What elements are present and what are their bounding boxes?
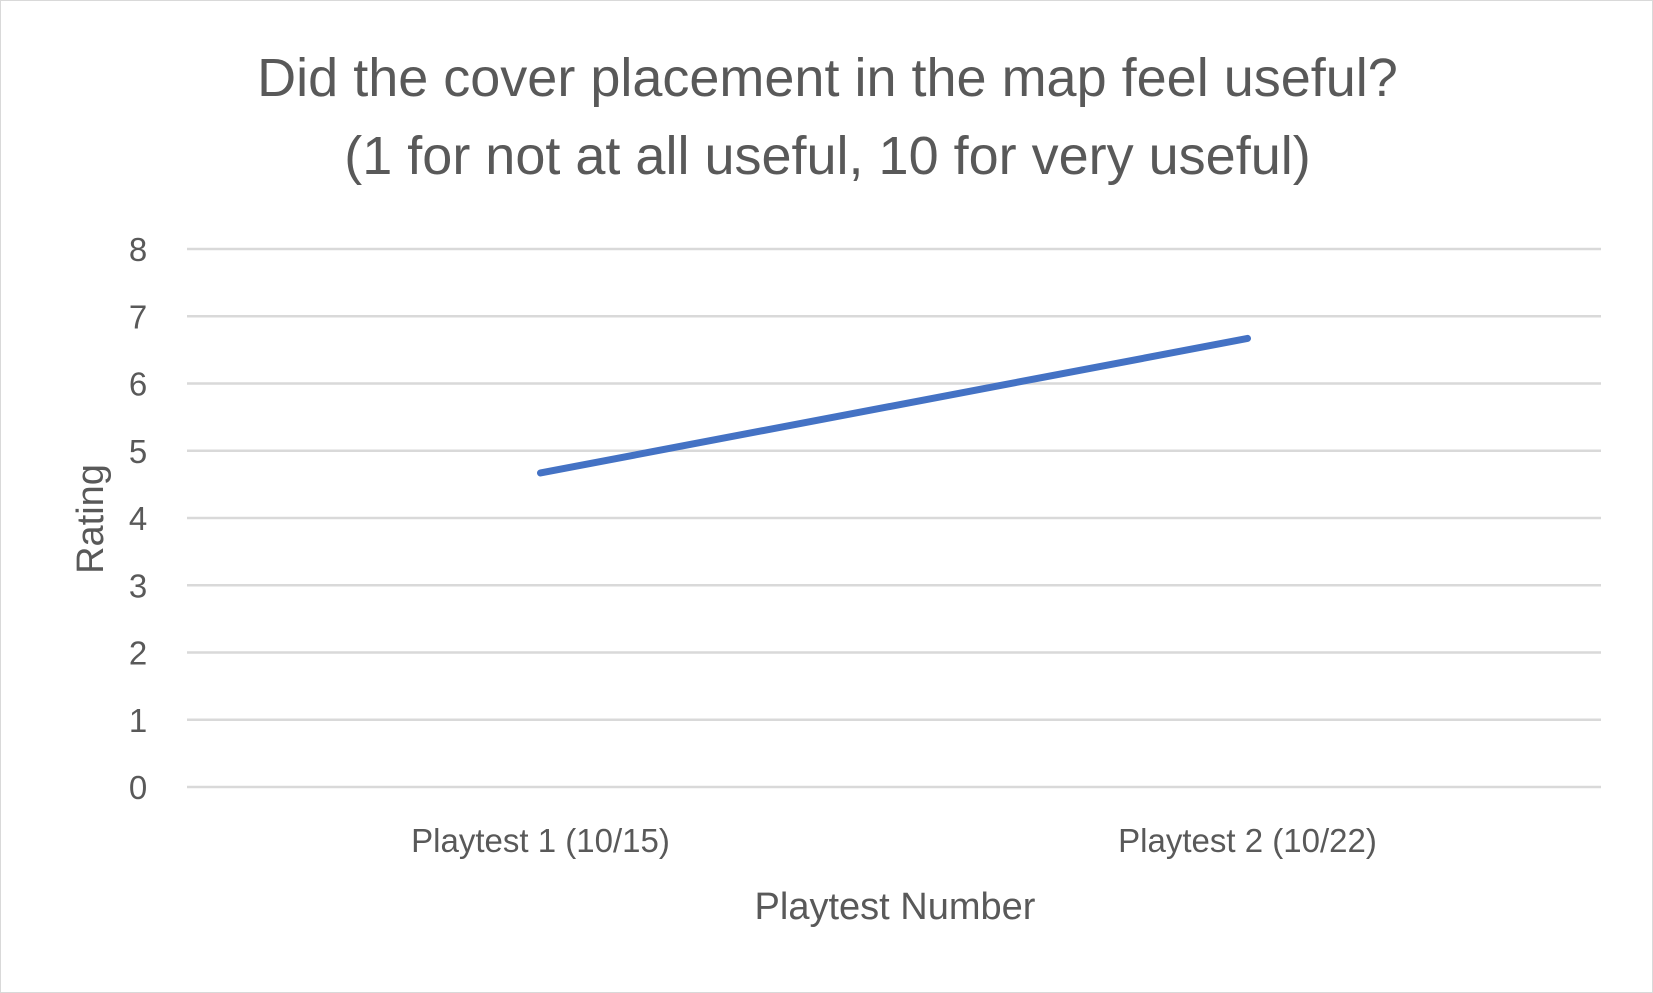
y-tick-label: 1: [129, 702, 147, 739]
y-tick-label: 4: [129, 500, 147, 537]
x-tick-label: Playtest 2 (10/22): [1118, 822, 1377, 859]
gridlines: [187, 247, 1601, 789]
y-tick-label: 0: [129, 769, 147, 806]
x-axis-title: Playtest Number: [755, 886, 1036, 928]
y-axis-tick-labels: 0 1 2 3 4 5 6 7 8: [129, 231, 147, 806]
y-axis-title: Rating: [70, 464, 112, 574]
y-tick-label: 3: [129, 567, 147, 604]
chart-title-block: Did the cover placement in the map feel …: [1, 39, 1653, 195]
series-lines: [537, 334, 1251, 477]
x-tick-label: Playtest 1 (10/15): [411, 822, 670, 859]
x-axis-tick-labels: Playtest 1 (10/15) Playtest 2 (10/22): [411, 822, 1377, 859]
y-tick-label: 5: [129, 433, 147, 470]
chart-subtitle: (1 for not at all useful, 10 for very us…: [344, 126, 1311, 186]
y-tick-label: 8: [129, 231, 147, 268]
y-tick-label: 6: [129, 366, 147, 403]
y-tick-label: 7: [129, 298, 147, 335]
chart-title: Did the cover placement in the map feel …: [257, 48, 1398, 108]
series-line: [537, 334, 1251, 477]
y-tick-label: 2: [129, 635, 147, 672]
